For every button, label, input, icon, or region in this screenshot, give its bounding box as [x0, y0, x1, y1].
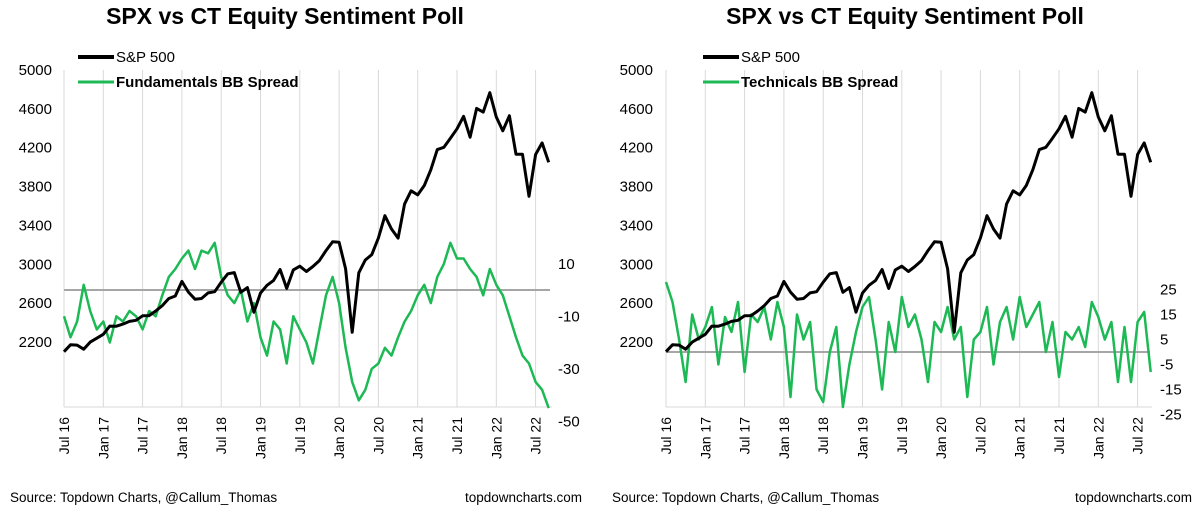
y-left-tick-label: 4200 [19, 140, 52, 157]
y-right-tick-label: 15 [1160, 307, 1177, 324]
x-tick-label: Jan 19 [253, 417, 269, 459]
x-tick-label: Jul 22 [1130, 417, 1146, 455]
legend-label: S&P 500 [116, 49, 175, 66]
y-left-tick-label: 5000 [19, 62, 52, 79]
x-tick-label: Jul 18 [815, 417, 831, 455]
y-right-tick-label: -30 [558, 361, 580, 378]
x-tick-label: Jul 20 [972, 417, 988, 455]
source-text: Source: Topdown Charts, @Callum_Thomas [10, 490, 277, 505]
y-left-tick-label: 5000 [620, 62, 653, 79]
chart-panel-2: SPX vs CT Equity Sentiment Poll Jul 16 Jan… [612, 3, 1192, 505]
x-tick-label: Jul 20 [370, 417, 386, 455]
x-tick-label: Jul 16 [658, 417, 674, 455]
y-left-tick-label: 3400 [19, 217, 52, 234]
y-right-tick-label: -5 [1160, 357, 1173, 374]
x-tick-label: Jul 21 [1051, 417, 1067, 455]
y-left-tick-label: 3400 [620, 217, 653, 234]
x-tick-label: Jul 18 [213, 417, 229, 455]
y-right-tick-label: -25 [1160, 407, 1182, 424]
legend-label: Technicals BB Spread [741, 74, 898, 91]
y-left-tick-label: 4600 [620, 101, 653, 118]
y-right-tick-label: -15 [1160, 382, 1182, 399]
y-right-tick-label: -50 [558, 413, 580, 430]
x-tick-label: Jan 22 [488, 417, 504, 459]
chart-title: SPX vs CT Equity Sentiment Poll [726, 3, 1084, 29]
y-left-tick-label: 2600 [620, 295, 653, 312]
y-left-tick-label: 3800 [19, 179, 52, 196]
x-tick-label: Jan 21 [410, 417, 426, 459]
x-tick-label: Jan 17 [95, 417, 111, 459]
x-tick-label: Jan 20 [933, 417, 949, 459]
x-tick-label: Jul 19 [292, 417, 308, 455]
x-tick-label: Jan 18 [776, 417, 792, 459]
spread-line [664, 281, 1152, 409]
x-tick-label: Jan 21 [1012, 417, 1028, 459]
website-text: topdowncharts.com [465, 490, 582, 505]
legend-label: S&P 500 [741, 49, 800, 66]
x-tick-label: Jan 18 [174, 417, 190, 459]
x-tick-label: Jul 21 [449, 417, 465, 455]
x-tick-label: Jan 22 [1090, 417, 1106, 459]
chart-title: SPX vs CT Equity Sentiment Poll [106, 3, 464, 29]
y-left-tick-label: 4200 [620, 140, 653, 157]
x-tick-label: Jan 17 [697, 417, 713, 459]
y-left-tick-label: 3000 [19, 256, 52, 273]
x-tick-label: Jul 17 [135, 417, 151, 455]
source-text: Source: Topdown Charts, @Callum_Thomas [612, 490, 879, 505]
y-left-tick-label: 2200 [620, 334, 653, 351]
y-left-tick-label: 2600 [19, 295, 52, 312]
chart-panel-1: SPX vs CT Equity Sentiment Poll Jul 16 Jan… [10, 3, 582, 505]
y-left-tick-label: 3800 [620, 179, 653, 196]
x-tick-label: Jan 19 [855, 417, 871, 459]
y-right-tick-label: 5 [1160, 332, 1168, 349]
y-left-tick-label: 3000 [620, 256, 653, 273]
x-tick-label: Jul 17 [737, 417, 753, 455]
y-left-tick-label: 2200 [19, 334, 52, 351]
sp500-line [62, 91, 551, 353]
x-tick-label: Jan 20 [331, 417, 347, 459]
y-right-tick-label: 25 [1160, 282, 1177, 299]
y-left-tick-label: 4600 [19, 101, 52, 118]
x-tick-label: Jul 19 [894, 417, 910, 455]
y-right-tick-label: -10 [558, 308, 580, 325]
website-text: topdowncharts.com [1075, 490, 1192, 505]
x-tick-label: Jul 16 [56, 417, 72, 455]
y-right-tick-label: 10 [558, 256, 575, 273]
legend-label: Fundamentals BB Spread [116, 74, 299, 91]
x-tick-label: Jul 22 [528, 417, 544, 455]
spread-line [62, 241, 550, 409]
